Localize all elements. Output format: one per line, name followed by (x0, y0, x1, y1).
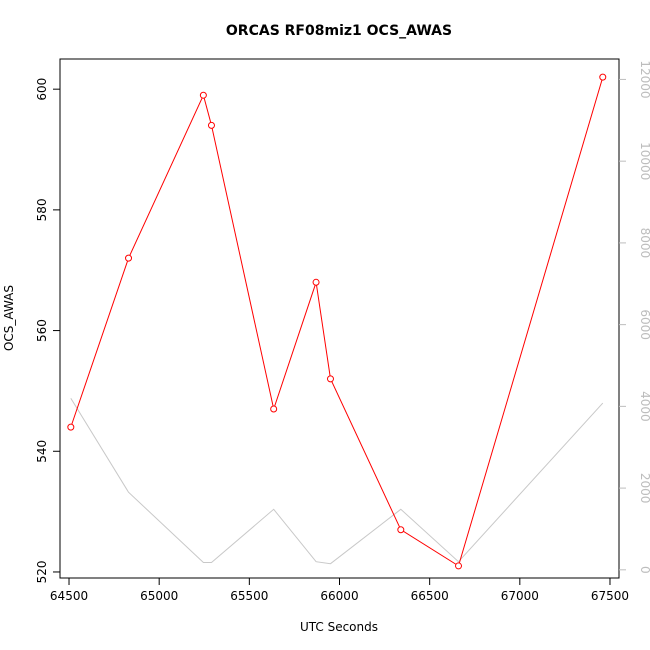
x-tick-label: 65000 (140, 589, 178, 603)
x-tick-label: 66500 (411, 589, 449, 603)
y-tick-label: 540 (35, 440, 49, 463)
y2-tick-label: 8000 (638, 228, 650, 259)
y-axis-label: OCS_AWAS (2, 285, 16, 351)
series-layer (67, 73, 607, 570)
data-point (207, 121, 215, 129)
x-tick-label: 64500 (50, 589, 88, 603)
chart-title: ORCAS RF08miz1 OCS_AWAS (226, 23, 452, 39)
y2-tick-label: 12000 (638, 60, 650, 98)
y2-tick-label: 4000 (638, 391, 650, 422)
y-tick-label: 600 (35, 78, 49, 101)
x-axis: 64500 65000 65500 66000 66500 67000 67500 (50, 578, 629, 603)
series-line-left (70, 76, 604, 567)
x-axis-label: UTC Seconds (300, 620, 378, 634)
data-point (125, 254, 133, 262)
y2-tick-label: 2000 (638, 473, 650, 504)
series-line-right (70, 397, 604, 565)
data-point (67, 423, 75, 431)
x-tick-label: 66000 (320, 589, 358, 603)
y2-axis: 0 2000 4000 6000 8000 10000 12000 (619, 60, 650, 574)
data-point (270, 405, 278, 413)
y-axis: 520 540 560 580 600 (35, 78, 60, 584)
data-point (312, 278, 320, 286)
x-tick-label: 67500 (591, 589, 629, 603)
data-point (326, 375, 334, 383)
x-tick-label: 67000 (501, 589, 539, 603)
y2-tick-label: 6000 (638, 309, 650, 340)
data-point (397, 526, 405, 534)
data-point (599, 73, 607, 81)
x-tick-label: 65500 (230, 589, 268, 603)
data-point (455, 562, 463, 570)
y-tick-label: 520 (35, 561, 49, 584)
y-tick-label: 560 (35, 319, 49, 342)
y-tick-label: 580 (35, 198, 49, 221)
data-point (199, 91, 207, 99)
plot-frame (59, 58, 620, 579)
y2-tick-label: 10000 (638, 142, 650, 180)
y2-tick-label: 0 (638, 566, 650, 574)
